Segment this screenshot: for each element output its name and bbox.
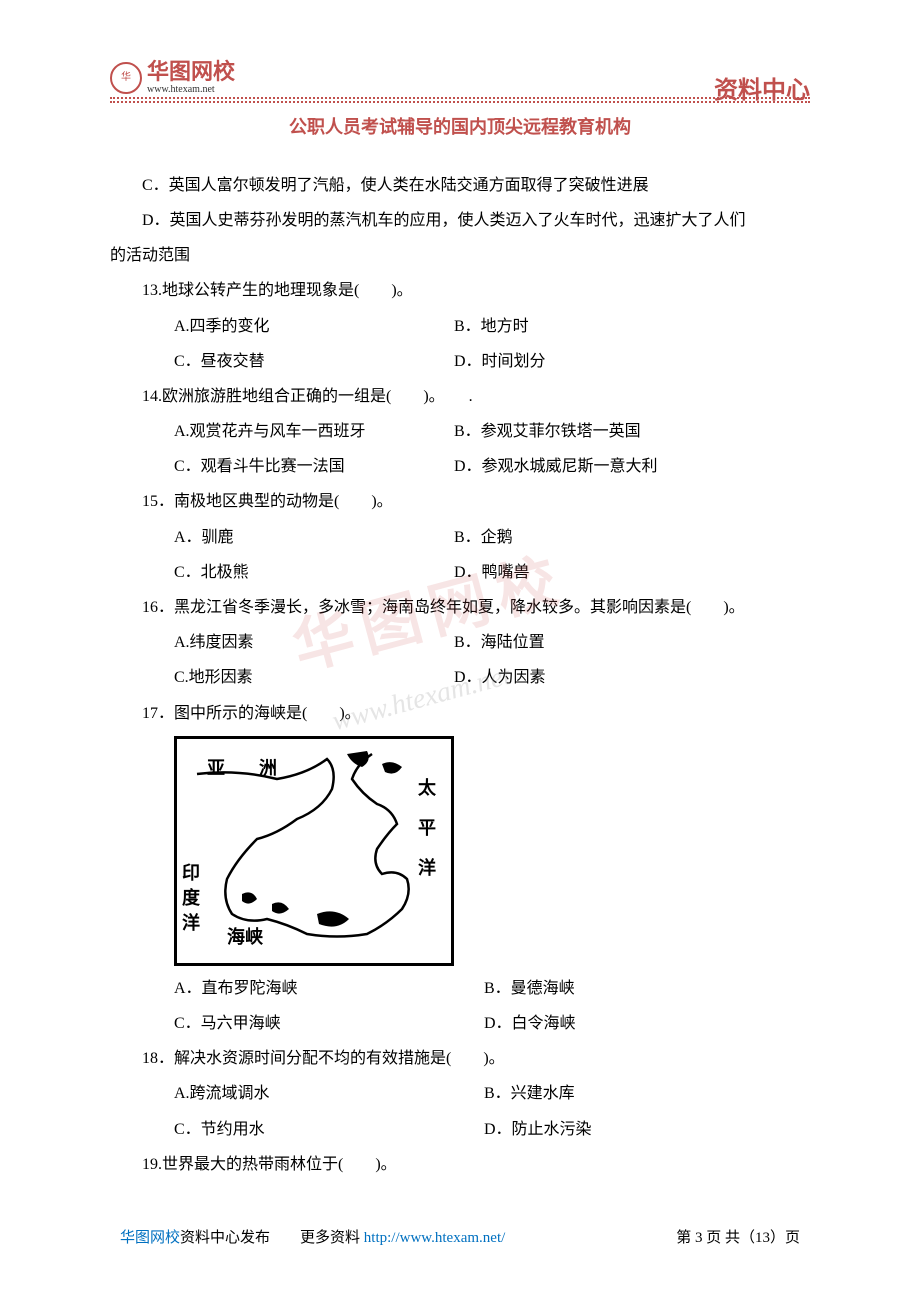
logo-url-text: www.htexam.net [147,84,235,95]
q13-option-c: C．昼夜交替 [174,344,454,379]
q14-option-a: A.观赏花卉与风车一西班牙 [174,414,454,449]
q15-option-a: A．驯鹿 [174,520,454,555]
options-row: A.纬度因素 B．海陆位置 [110,625,810,660]
footer-left-text: 资料中心发布 更多资料 [180,1230,364,1246]
footer-left: 华图网校资料中心发布 更多资料 http://www.htexam.net/ [120,1222,505,1255]
page-header: 华 华图网校 www.htexam.net 资料中心 公职人员考试辅导的国内顶尖… [110,60,810,148]
option-d-line2: 的活动范围 [110,238,810,273]
question-18: 18．解决水资源时间分配不均的有效措施是( )。 [110,1041,810,1076]
q14-option-c: C．观看斗牛比赛一法国 [174,449,454,484]
options-row: A.四季的变化 B．地方时 [110,309,810,344]
q16-option-b: B．海陆位置 [454,625,734,660]
q15-option-b: B．企鹅 [454,520,734,555]
q17-option-b: B．曼德海峡 [484,971,764,1006]
question-19: 19.世界最大的热带雨林位于( )。 [110,1147,810,1182]
footer-brand-link[interactable]: 华图网校 [120,1230,180,1246]
q13-option-b: B．地方时 [454,309,734,344]
question-14: 14.欧洲旅游胜地组合正确的一组是( )。 . [110,379,810,414]
q16-option-c: C.地形因素 [174,660,454,695]
logo-badge-icon: 华 [110,62,142,94]
options-row: A.跨流域调水 B．兴建水库 [110,1076,810,1111]
footer-url-link[interactable]: http://www.htexam.net/ [364,1230,506,1246]
header-subtitle: 公职人员考试辅导的国内顶尖远程教育机构 [110,108,810,148]
option-c-text: C．英国人富尔顿发明了汽船，使人类在水陆交通方面取得了突破性进展 [110,168,810,203]
options-row: C．马六甲海峡 D．白令海峡 [110,1006,810,1041]
question-15: 15．南极地区典型的动物是( )。 [110,484,810,519]
divider-dotted [110,97,810,99]
header-right-title: 资料中心 [714,65,810,118]
options-row: C．节约用水 D．防止水污染 [110,1112,810,1147]
q15-option-d: D．鸭嘴兽 [454,555,734,590]
q17-option-c: C．马六甲海峡 [174,1006,484,1041]
options-row: A．直布罗陀海峡 B．曼德海峡 [110,971,810,1006]
question-13: 13.地球公转产生的地理现象是( )。 [110,273,810,308]
page-footer: 华图网校资料中心发布 更多资料 http://www.htexam.net/ 第… [110,1222,810,1255]
logo-text-block: 华图网校 www.htexam.net [147,60,235,95]
q16-option-d: D．人为因素 [454,660,734,695]
options-row: C.地形因素 D．人为因素 [110,660,810,695]
q14-option-b: B．参观艾菲尔铁塔一英国 [454,414,734,449]
map-outline-icon [177,739,451,963]
divider-dotted [110,101,810,103]
q17-option-a: A．直布罗陀海峡 [174,971,484,1006]
q15-option-c: C．北极熊 [174,555,454,590]
question-16: 16．黑龙江省冬季漫长，多冰雪；海南岛终年如夏，降水较多。其影响因素是( )。 [110,590,810,625]
options-row: C．北极熊 D．鸭嘴兽 [110,555,810,590]
options-row: C．观看斗牛比赛一法国 D．参观水城威尼斯一意大利 [110,449,810,484]
q18-option-c: C．节约用水 [174,1112,484,1147]
options-row: C．昼夜交替 D．时间划分 [110,344,810,379]
options-row: A.观赏花卉与风车一西班牙 B．参观艾菲尔铁塔一英国 [110,414,810,449]
map-figure: 亚 洲 太 平 洋 印 度 洋 海峡 [174,736,454,966]
logo-main-text: 华图网校 [147,60,235,84]
q13-option-a: A.四季的变化 [174,309,454,344]
options-row: A．驯鹿 B．企鹅 [110,520,810,555]
q14-option-d: D．参观水城威尼斯一意大利 [454,449,734,484]
q17-option-d: D．白令海峡 [484,1006,764,1041]
q18-option-a: A.跨流域调水 [174,1076,484,1111]
q13-option-d: D．时间划分 [454,344,734,379]
logo-area: 华 华图网校 www.htexam.net [110,60,810,95]
q18-option-d: D．防止水污染 [484,1112,764,1147]
footer-page-number: 第 3 页 共（13）页 [676,1222,800,1255]
question-17: 17．图中所示的海峡是( )。 [110,696,810,731]
q16-option-a: A.纬度因素 [174,625,454,660]
option-d-line1: D．英国人史蒂芬孙发明的蒸汽机车的应用，使人类迈入了火车时代，迅速扩大了人们 [110,203,810,238]
q18-option-b: B．兴建水库 [484,1076,764,1111]
content-area: 华图网校 www.htexam.net C．英国人富尔顿发明了汽船，使人类在水陆… [110,168,810,1182]
